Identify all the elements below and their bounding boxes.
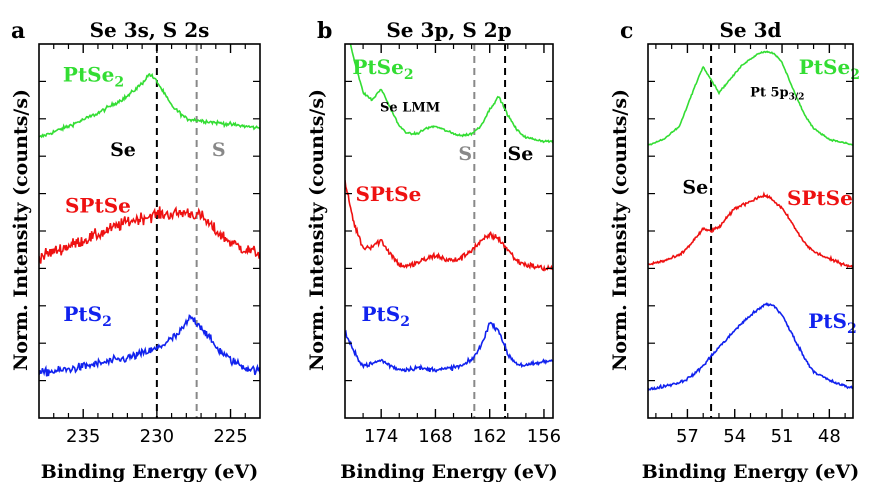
x-axis-label-b: Binding Energy (eV) [340,461,557,482]
y-axis-label-b: Norm. Intensity (counts/s) [306,89,328,371]
x-axis-label-c: Binding Energy (eV) [642,461,859,482]
x-tick-label-174: 174 [364,426,398,447]
panel-title-c: Se 3d [719,18,781,42]
series-line-pts2 [39,314,260,377]
panel-title-a: Se 3s, S 2s [90,18,210,42]
x-tick-label-230: 230 [140,426,174,447]
series-line-ptse2 [349,44,553,144]
series-line-pts2 [648,302,853,391]
series-line-pts2 [345,321,553,373]
panel-title-b: Se 3p, S 2p [386,18,511,42]
series-line-sptse [345,180,553,272]
y-axis-label-a: Norm. Intensity (counts/s) [10,89,32,371]
series-label-ptse2: PtSe2 [63,62,124,90]
annotation-b-0: Se LMM [380,100,440,115]
panel-letter-c: c [620,18,633,44]
ref-label-se: Se [110,139,136,161]
series-line-ptse2 [39,72,260,139]
x-tick-label-54: 54 [723,426,746,447]
x-tick-label-48: 48 [818,426,841,447]
x-tick-label-51: 51 [771,426,794,447]
x-tick-label-162: 162 [473,426,507,447]
x-tick-label-57: 57 [676,426,699,447]
x-axis-label-a: Binding Energy (eV) [41,461,258,482]
series-label-sptse: SPtSe [65,193,131,217]
y-axis-label-c: Norm. Intensity (counts/s) [609,89,631,371]
series-line-ptse2 [648,50,853,146]
annotation-c-0: Pt 5p3/2 [750,85,804,102]
series-line-sptse [648,191,853,269]
x-tick-label-168: 168 [418,426,452,447]
panel-c: c Se 3d Binding Energy (eV) PtSe2 SPtSe PtS2 S… [620,18,860,482]
ref-label-s: S [458,143,472,165]
ref-label-se: Se [508,143,534,165]
panel-letter-a: a [11,18,25,44]
series-label-sptse: SPtSe [787,186,853,210]
series-label-pts2: PtS2 [361,302,409,330]
series-label-sptse: SPtSe [355,182,421,206]
series-label-ptse2: PtSe2 [799,55,860,83]
ref-label-se: Se [682,177,708,199]
plot-frame-a [38,43,261,419]
x-tick-label-156: 156 [527,426,561,447]
ref-label-s: S [212,139,226,161]
series-label-pts2: PtS2 [808,309,856,337]
x-tick-label-225: 225 [213,426,247,447]
x-tick-label-235: 235 [66,426,100,447]
series-label-pts2: PtS2 [63,302,111,330]
panel-letter-b: b [317,18,332,44]
series-line-sptse [39,205,260,264]
series-label-ptse2: PtSe2 [352,55,413,83]
